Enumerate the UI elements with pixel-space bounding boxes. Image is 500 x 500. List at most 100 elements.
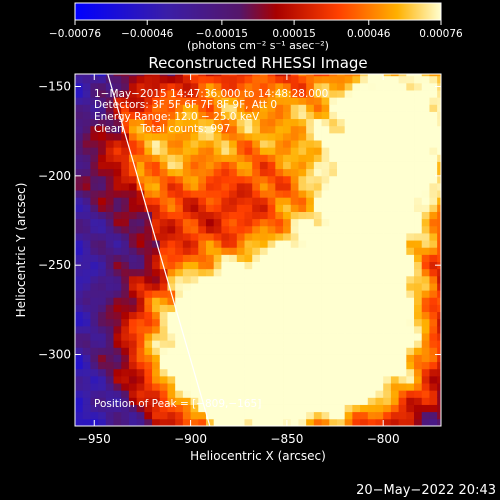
heatmap-cell — [283, 125, 292, 134]
heatmap-cell — [275, 90, 284, 98]
heatmap-cell — [290, 261, 299, 270]
heatmap-cell — [290, 168, 299, 177]
heatmap-cell — [390, 318, 400, 327]
heatmap-cell — [113, 275, 122, 284]
heatmap-cell — [244, 390, 253, 398]
heatmap-cell — [298, 290, 307, 298]
heatmap-cell — [198, 233, 207, 241]
heatmap-cell — [252, 290, 261, 298]
heatmap-cell — [82, 368, 91, 377]
heatmap-cell — [82, 397, 91, 405]
heatmap-cell — [383, 397, 392, 405]
heatmap-cell — [213, 390, 222, 398]
heatmap-cell — [290, 361, 299, 370]
heatmap-cell — [414, 204, 423, 212]
heatmap-cell — [205, 82, 215, 91]
heatmap-cell — [290, 211, 299, 220]
heatmap-cell — [344, 325, 353, 334]
heatmap-cell — [383, 333, 392, 341]
heatmap-cell — [344, 283, 353, 291]
heatmap-cell — [182, 411, 191, 420]
heatmap-cell — [236, 240, 245, 248]
heatmap-cell — [75, 75, 84, 84]
heatmap-cell — [221, 290, 230, 298]
heatmap-cell — [182, 190, 191, 198]
heatmap-cell — [198, 225, 207, 234]
heatmap-cell — [221, 218, 230, 227]
heatmap-cell — [113, 311, 122, 320]
heatmap-cell — [259, 297, 269, 305]
heatmap-cell — [383, 140, 392, 148]
heatmap-cell — [306, 390, 315, 398]
heatmap-cell — [275, 368, 284, 377]
heatmap-cell — [306, 247, 315, 255]
heatmap-cell — [259, 275, 269, 284]
heatmap-cell — [306, 90, 315, 98]
heatmap-cell — [398, 318, 407, 327]
heatmap-cell — [267, 233, 276, 241]
heatmap-cell — [144, 140, 153, 148]
heatmap-cell — [429, 182, 438, 191]
heatmap-cell — [75, 418, 84, 426]
heatmap-cell — [344, 190, 353, 198]
heatmap-cell — [221, 261, 230, 270]
heatmap-cell — [136, 290, 145, 298]
heatmap-cell — [221, 340, 230, 348]
heatmap-cell — [336, 247, 346, 255]
heatmap-cell — [159, 383, 168, 391]
heatmap-cell — [367, 418, 376, 426]
heatmap-cell — [175, 182, 184, 191]
heatmap-cell — [306, 340, 315, 348]
heatmap-cell — [390, 290, 400, 298]
heatmap-cell — [205, 375, 215, 384]
heatmap-cell — [90, 333, 99, 341]
heatmap-cell — [298, 418, 307, 426]
heatmap-cell — [244, 168, 253, 177]
heatmap-cell — [128, 404, 138, 413]
heatmap-cell — [336, 240, 346, 248]
heatmap-cell — [313, 154, 322, 162]
heatmap-cell — [252, 104, 261, 112]
heatmap-cell — [275, 297, 284, 305]
heatmap-cell — [221, 397, 230, 405]
heatmap-cell — [429, 211, 438, 220]
heatmap-cell — [190, 333, 199, 341]
heatmap-cell — [128, 418, 138, 426]
heatmap-cell — [82, 311, 91, 320]
heatmap-cell — [367, 197, 376, 205]
heatmap-cell — [336, 397, 346, 405]
heatmap-cell — [229, 297, 238, 305]
heatmap-cell — [198, 240, 207, 248]
heatmap-cell — [360, 418, 369, 426]
heatmap-cell — [290, 368, 299, 377]
heatmap-cell — [344, 361, 353, 370]
heatmap-cell — [313, 82, 322, 91]
heatmap-cell — [336, 333, 346, 341]
heatmap-cell — [144, 104, 153, 112]
heatmap-cell — [175, 90, 184, 98]
heatmap-cell — [75, 168, 84, 177]
heatmap-cell — [313, 161, 322, 170]
heatmap-cell — [329, 354, 338, 363]
heatmap-cell — [244, 404, 253, 413]
heatmap-cell — [290, 247, 299, 255]
heatmap-cell — [236, 247, 245, 255]
heatmap-cell — [144, 147, 153, 155]
heatmap-cell — [313, 275, 322, 284]
heatmap-cell — [267, 74, 276, 77]
heatmap-cell — [383, 111, 392, 120]
heatmap-cell — [82, 283, 91, 291]
heatmap-cell — [352, 390, 361, 398]
heatmap-cell — [437, 204, 441, 212]
heatmap-cell — [90, 154, 99, 162]
heatmap-cell — [144, 261, 153, 270]
heatmap-cell — [290, 154, 299, 162]
heatmap-cell — [306, 333, 315, 341]
heatmap-cell — [437, 254, 441, 263]
heatmap-cell — [306, 311, 315, 320]
heatmap-cell — [159, 125, 168, 134]
heatmap-cell — [429, 247, 438, 255]
heatmap-cell — [421, 211, 430, 220]
heatmap-cell — [105, 147, 114, 155]
heatmap-cell — [437, 90, 441, 98]
